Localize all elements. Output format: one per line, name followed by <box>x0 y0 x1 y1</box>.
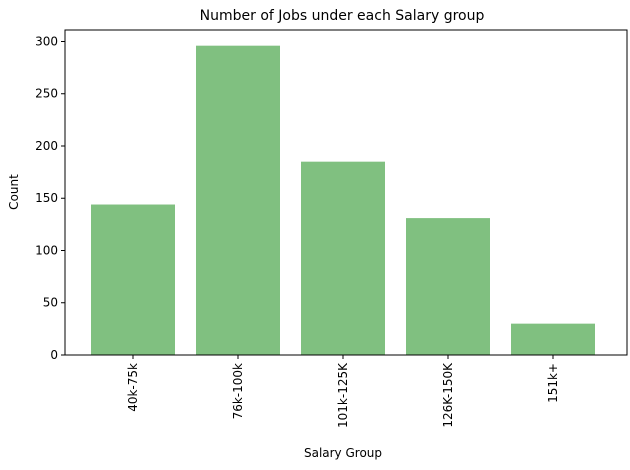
y-tick-label: 100 <box>35 243 58 257</box>
y-tick-label: 200 <box>35 139 58 153</box>
x-tick-label: 101k-125K <box>336 362 350 428</box>
y-axis-label: Count <box>7 174 21 210</box>
x-tick-label: 126K-150K <box>441 362 455 428</box>
bars <box>91 45 595 356</box>
y-tick-label: 50 <box>43 296 58 310</box>
x-axis-ticks: 40k-75k 76k-100k 101k-125K 126K-150K 151k+ <box>126 355 560 428</box>
bar-1 <box>196 45 280 356</box>
x-tick-label: 40k-75k <box>126 363 140 412</box>
x-axis-label: Salary Group <box>304 446 382 460</box>
y-tick-label: 300 <box>35 34 58 48</box>
y-tick-label: 250 <box>35 87 58 101</box>
bar-3 <box>406 218 490 355</box>
y-tick-label: 0 <box>50 348 58 362</box>
plot-frame <box>64 29 628 356</box>
y-tick-label: 150 <box>35 191 58 205</box>
y-axis-ticks: 0 50 100 150 200 250 300 <box>35 34 65 362</box>
bar-2 <box>301 161 385 355</box>
x-tick-label: 76k-100k <box>231 363 245 419</box>
chart-title: Number of Jobs under each Salary group <box>200 8 485 24</box>
bar-0 <box>91 204 175 355</box>
x-tick-label: 151k+ <box>546 363 560 403</box>
bar-4 <box>511 323 595 355</box>
